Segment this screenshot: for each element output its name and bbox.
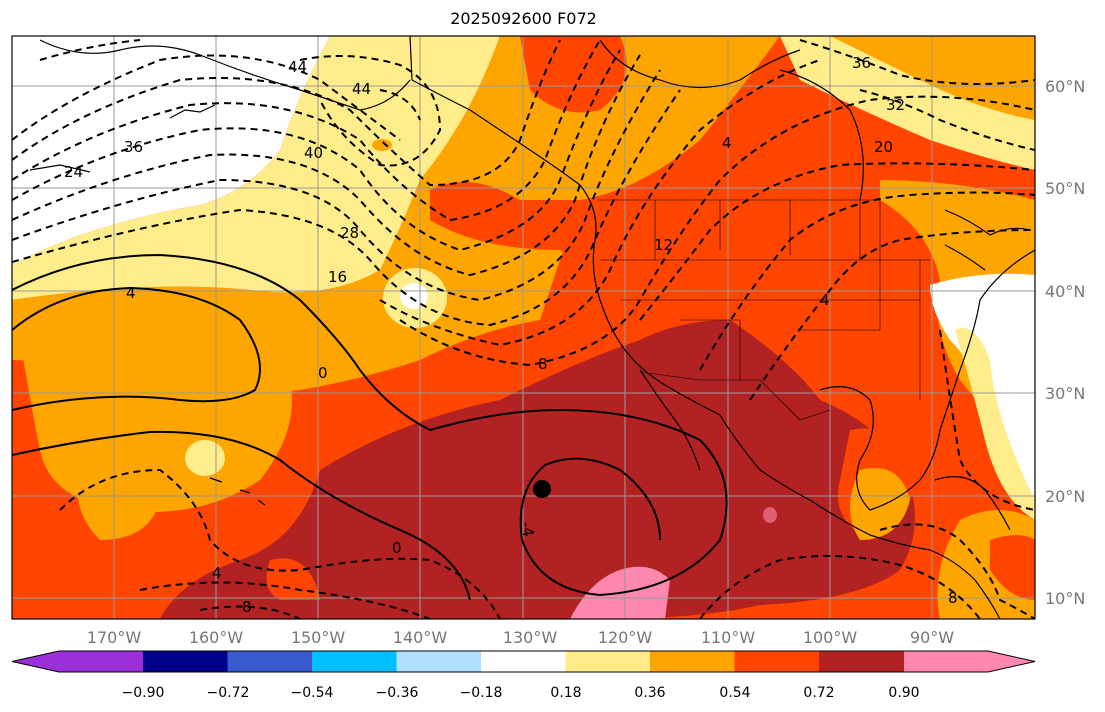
field-orange-gulf <box>850 468 910 540</box>
lat-tick: 10°N <box>1045 589 1085 608</box>
colorbar-segment <box>819 651 904 672</box>
contour-label: 44 <box>288 58 307 76</box>
lat-tick: 20°N <box>1045 487 1085 506</box>
lon-tick: 160°W <box>189 628 244 647</box>
colorbar-tick: −0.18 <box>460 685 503 701</box>
contour-label: 12 <box>654 236 673 254</box>
colorbar-segment <box>12 651 143 672</box>
contour-label: 4 <box>212 564 222 582</box>
field-orange-sw <box>77 464 160 540</box>
contour-label: 36 <box>124 138 143 156</box>
colorbar-tick: 0.18 <box>550 685 581 701</box>
lon-tick: 170°W <box>87 628 142 647</box>
contour-label: 4 <box>820 291 830 309</box>
contour-label: 40 <box>304 144 323 162</box>
lat-ticks: 60°N 50°N 40°N 30°N 20°N 10°N <box>1045 77 1085 608</box>
colorbar-segment <box>650 651 735 672</box>
field-red-sw <box>266 558 320 600</box>
contours <box>12 39 1035 619</box>
lon-tick: 100°W <box>803 628 858 647</box>
map-frame <box>11 35 1036 620</box>
colorbar-outline <box>11 650 1036 673</box>
contour-label: 32 <box>886 96 905 114</box>
lat-tick: 50°N <box>1045 179 1085 198</box>
lon-tick: 90°W <box>910 628 954 647</box>
center-marker-dot <box>533 480 551 498</box>
colorbar-tick: 0.54 <box>719 685 750 701</box>
contour-label: 36 <box>852 54 871 72</box>
graticule <box>12 36 1035 619</box>
lat-tick: 60°N <box>1045 77 1085 96</box>
colorbar-tick: 0.72 <box>803 685 834 701</box>
contour-line <box>12 49 621 252</box>
field-red-se <box>990 535 1035 600</box>
field-yellow-east <box>955 328 1035 520</box>
colorbar-segment <box>904 651 1035 672</box>
colorbar-segment <box>396 651 482 672</box>
map-title: 2025092600 F072 <box>450 9 597 28</box>
field-white-blob <box>400 283 428 309</box>
colorbar-segment <box>143 651 228 672</box>
lat-tick: 40°N <box>1045 282 1085 301</box>
colorbar <box>11 650 1036 673</box>
borders <box>598 199 930 421</box>
field-darkred <box>160 320 915 619</box>
contour-label: 28 <box>340 224 359 242</box>
colorbar-tick: −0.54 <box>291 685 334 701</box>
contour-label: 4 <box>722 134 732 152</box>
colorbar-tick: −0.72 <box>207 685 250 701</box>
lon-tick: 120°W <box>598 628 653 647</box>
colorbar-tick: 0.90 <box>888 685 919 701</box>
colorbar-segment <box>565 651 651 672</box>
contour-label: 8 <box>538 355 548 373</box>
colorbar-segment <box>312 651 397 672</box>
colorbar-ticks: −0.90 −0.72 −0.54 −0.36 −0.18 0.18 0.36 … <box>122 685 920 701</box>
field-yellow-hawaii <box>185 440 225 476</box>
lon-tick: 130°W <box>503 628 558 647</box>
colorbar-tick: −0.90 <box>122 685 165 701</box>
field-red-us <box>430 182 908 345</box>
contour-label: 16 <box>328 268 347 286</box>
contour-label: 8 <box>242 598 252 616</box>
contour-label: 0 <box>392 539 402 557</box>
field-white-nw <box>12 36 330 265</box>
lon-ticks: 170°W 160°W 150°W 140°W 130°W 120°W 110°… <box>87 628 954 647</box>
lat-tick: 30°N <box>1045 384 1085 403</box>
contour-label: 0 <box>318 364 328 382</box>
contour-label: 8 <box>948 589 958 607</box>
field-orange-band <box>12 36 780 394</box>
field-pink-small <box>763 507 777 523</box>
lon-tick: 150°W <box>291 628 346 647</box>
contour-labels: 44 44 36 36 32 24 40 28 20 16 12 4 8 4 0… <box>64 54 958 616</box>
field-orange-gulfak <box>372 139 392 151</box>
colorbar-segment <box>734 651 820 672</box>
contour-label: 4 <box>126 284 136 302</box>
contour-label: -4 <box>517 520 537 538</box>
lon-tick: 140°W <box>393 628 448 647</box>
contour-label: 20 <box>874 138 893 156</box>
contour-label: 44 <box>352 80 371 98</box>
field-yellow-band <box>12 36 500 300</box>
colorbar-tick: 0.36 <box>634 685 665 701</box>
field-red-north <box>520 36 627 113</box>
colorbar-segment <box>481 651 566 672</box>
lon-tick: 110°W <box>701 628 756 647</box>
colorbar-tick: −0.36 <box>376 685 419 701</box>
colorbar-segment <box>227 651 313 672</box>
contour-label: 24 <box>64 163 83 181</box>
